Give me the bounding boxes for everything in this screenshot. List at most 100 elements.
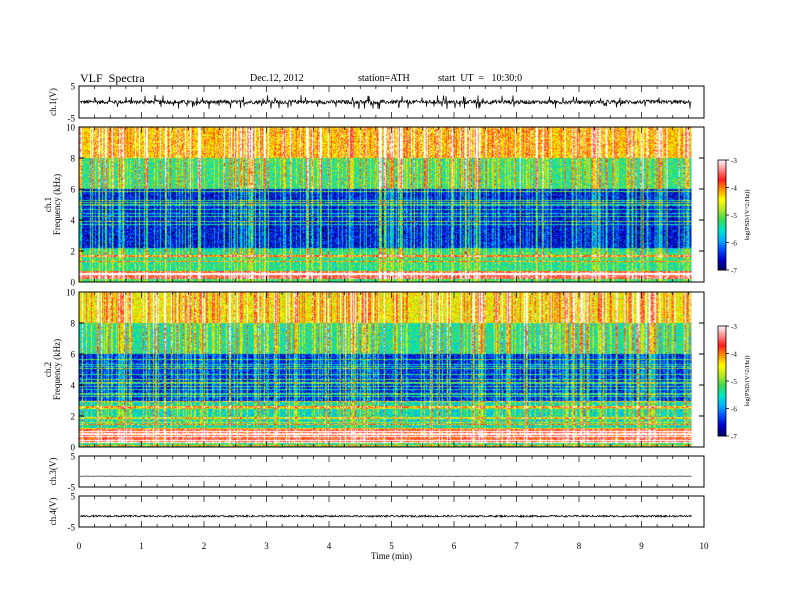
colorbar-step	[718, 205, 726, 209]
colorbar-step	[718, 193, 726, 196]
colorbar-step	[718, 414, 726, 417]
colorbar-step	[718, 213, 726, 216]
colorbar-step	[718, 370, 726, 373]
x-axis: 0 1 2 3 4 5 6 7 8 9 10 Time (min)	[77, 541, 709, 561]
colorbar-step	[718, 220, 726, 223]
colorbar-step	[718, 240, 726, 243]
ytick-label: 4	[71, 216, 76, 226]
colorbar-step	[718, 344, 726, 347]
ytick-label: 0	[71, 278, 76, 288]
ytick-label: 2	[71, 412, 76, 422]
xtick-label: 2	[202, 541, 207, 551]
colorbar-tick-label: -3	[731, 323, 737, 331]
date-label: Dec.12, 2012	[250, 73, 304, 84]
colorbar-step	[718, 260, 726, 264]
colorbar-step	[718, 187, 726, 190]
colorbar-step	[718, 238, 726, 242]
colorbar-step	[718, 165, 726, 168]
colorbar-step	[718, 340, 726, 343]
colorbar-label: log(PSD/(V^2/Hz))	[744, 189, 751, 240]
colorbar-step	[718, 360, 726, 364]
colorbar-step	[718, 196, 726, 199]
colorbar-step	[718, 329, 726, 332]
colorbar-step	[718, 178, 726, 181]
colorbar-step	[718, 172, 726, 176]
colorbar-step	[718, 408, 726, 411]
colorbar-step	[718, 174, 726, 177]
colorbar-step	[718, 393, 726, 397]
colorbar-tick-label: -4	[731, 185, 737, 193]
colorbar-tick-label: -4	[731, 351, 737, 359]
colorbar-step	[718, 364, 726, 367]
start-time-label: start UT = 10:30:0	[438, 73, 523, 84]
colorbar-step	[718, 388, 726, 391]
colorbar-step	[718, 207, 726, 210]
colorbar-step	[718, 161, 726, 165]
waveform-trace	[79, 514, 692, 519]
colorbar-step	[718, 403, 726, 406]
colorbar-step	[718, 198, 726, 201]
colorbar-step	[718, 248, 726, 251]
colorbar-step	[718, 381, 726, 384]
colorbar-step	[718, 226, 726, 229]
xtick-label: 9	[639, 541, 644, 551]
colorbar-step	[718, 379, 726, 382]
colorbar-step	[718, 421, 726, 424]
colorbar-step	[718, 353, 726, 356]
colorbar-step	[718, 211, 726, 214]
colorbar-tick-label: -5	[731, 212, 737, 220]
xtick-label: 10	[700, 541, 710, 551]
colorbar-step	[718, 251, 726, 254]
colorbar-step	[718, 401, 726, 404]
colorbar-step	[718, 237, 726, 240]
station-label: station=ATH	[358, 73, 410, 84]
colorbar-step	[718, 410, 726, 413]
colorbar-step	[718, 349, 726, 353]
colorbar-step	[718, 406, 726, 409]
xtick-label: 6	[452, 541, 457, 551]
colorbar-tick-label: -3	[731, 157, 737, 165]
ytick-label: 10	[66, 123, 76, 133]
colorbar-step	[718, 183, 726, 187]
colorbar-step	[718, 366, 726, 369]
spectrogram-ch2: 0 2 4 6 8 10 ch.2 Frequency (kHz)	[43, 288, 705, 453]
xaxis-label: Time (min)	[371, 551, 412, 561]
colorbar-step	[718, 337, 726, 340]
xtick-label: 4	[327, 541, 332, 551]
colorbar-tick-label: -7	[731, 433, 737, 441]
ytick-label: 5	[71, 492, 76, 502]
colorbar-step	[718, 333, 726, 336]
figure-title: VLF Spectra	[80, 71, 145, 85]
colorbar-step	[718, 160, 726, 163]
colorbar-step	[718, 434, 726, 437]
colorbar-step	[718, 384, 726, 387]
colorbar-step	[718, 246, 726, 249]
xtick-label: 1	[139, 541, 144, 551]
colorbar-step	[718, 262, 726, 265]
colorbar-step	[718, 419, 726, 422]
colorbar-step	[718, 200, 726, 203]
colorbar-step	[718, 371, 726, 375]
colorbar-step	[718, 171, 726, 174]
colorbar-step	[718, 189, 726, 192]
colorbar-step	[718, 209, 726, 212]
colorbar-step	[718, 415, 726, 419]
colorbar-tick-label: -6	[731, 406, 737, 414]
xtick-label: 0	[77, 541, 82, 551]
ylabel: ch.1(V)	[48, 88, 58, 116]
colorbar-ch2: -3 -4 -5 -6 -7 log(PSD/(V^2/Hz))	[717, 323, 751, 441]
colorbar-step	[718, 202, 726, 205]
colorbar-step	[718, 417, 726, 420]
xtick-label: 5	[389, 541, 394, 551]
colorbar-step	[718, 346, 726, 349]
colorbar-step	[718, 264, 726, 267]
colorbar-ch1: -3 -4 -5 -6 -7 log(PSD/(V^2/Hz))	[717, 157, 751, 275]
colorbar-step	[718, 215, 726, 218]
colorbar-step	[718, 176, 726, 179]
colorbar-step	[718, 351, 726, 354]
colorbar-step	[718, 362, 726, 365]
colorbar-step	[718, 399, 726, 402]
colorbar-step	[718, 342, 726, 345]
colorbar-tick-label: -7	[731, 267, 737, 275]
colorbar-tick-label: -5	[731, 378, 737, 386]
